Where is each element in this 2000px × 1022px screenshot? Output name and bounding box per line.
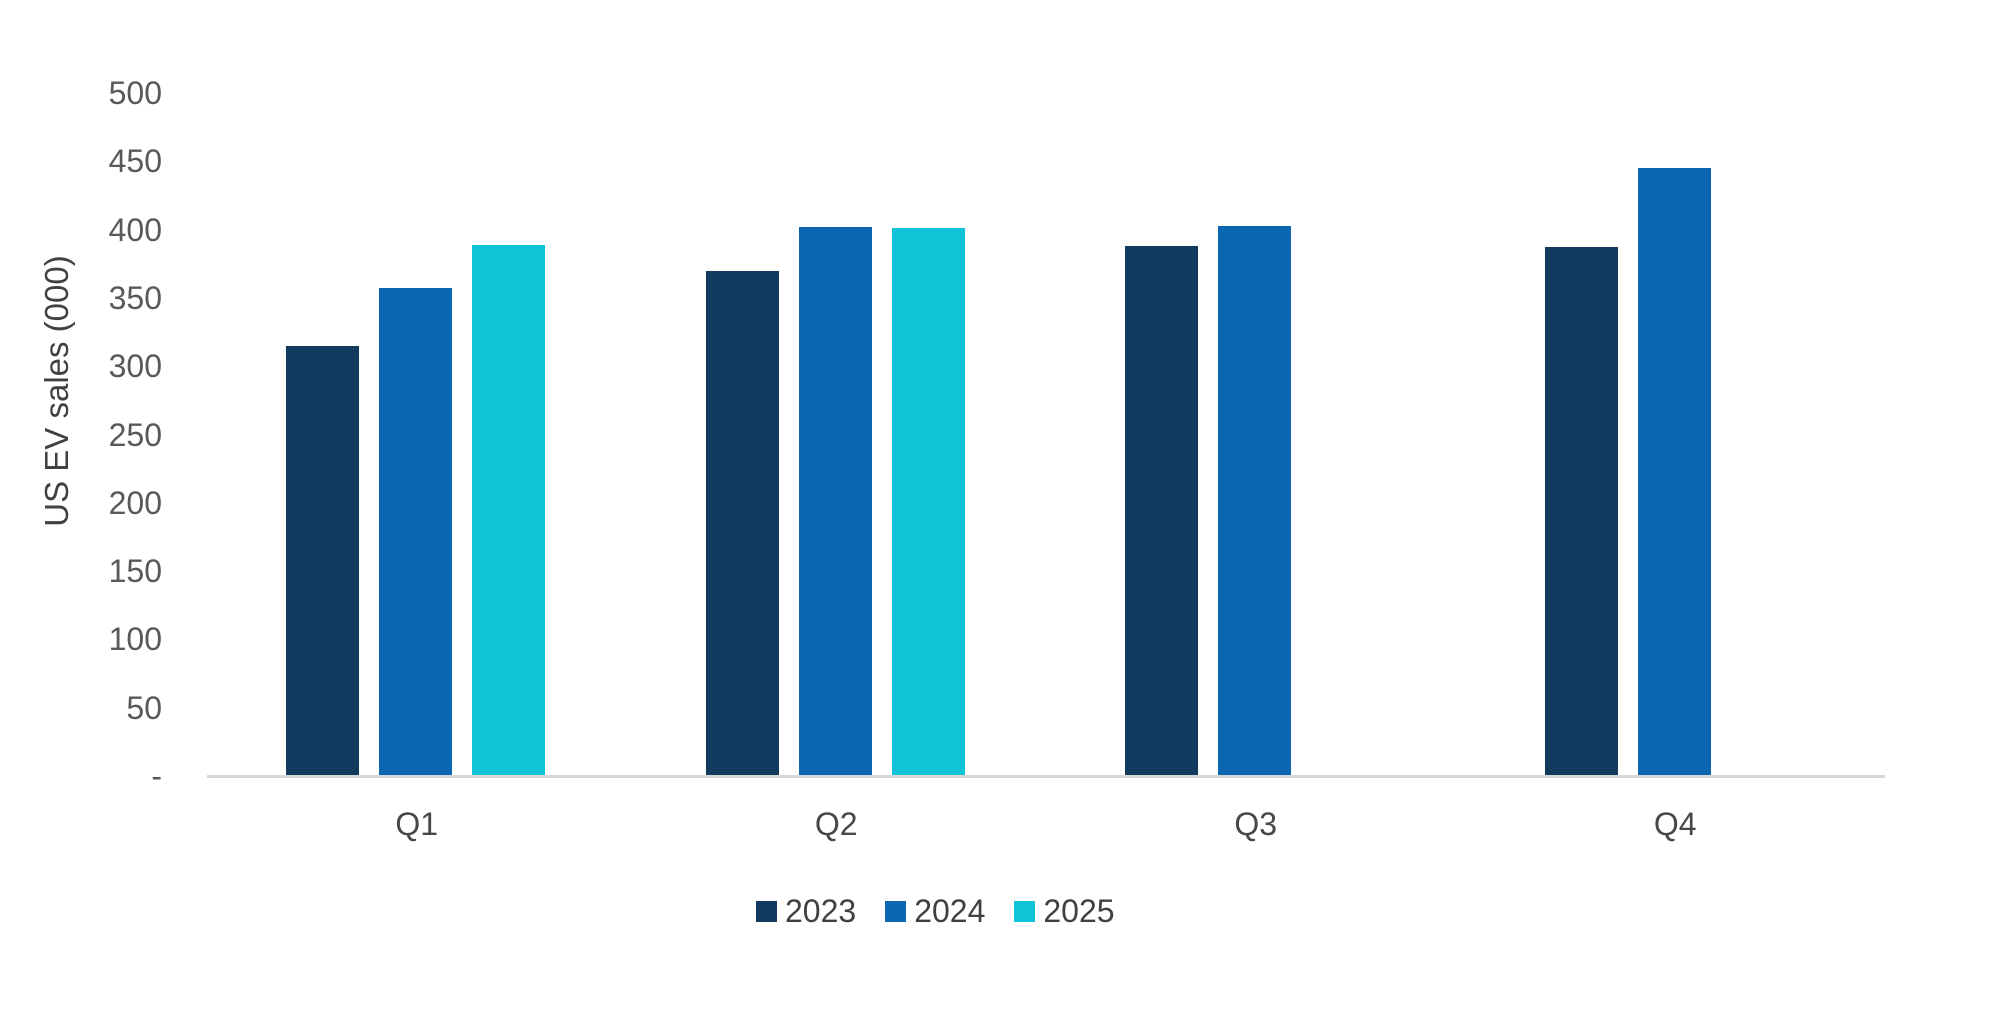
y-tick-label-0: - — [151, 758, 162, 794]
bar-2023-q4 — [1544, 247, 1618, 776]
x-tick-label-q2: Q2 — [814, 806, 858, 842]
legend-item-2025: 2025 — [1014, 893, 1115, 929]
legend-item-2023: 2023 — [756, 893, 856, 929]
y-tick-label-500: 500 — [108, 75, 162, 111]
bar-2024-q3 — [1218, 225, 1291, 776]
bar-2023-q1 — [286, 345, 359, 776]
legend-swatch-icon — [756, 900, 777, 922]
legend-label: 2023 — [785, 893, 857, 929]
legend-label: 2024 — [914, 893, 986, 929]
y-tick-label-350: 350 — [108, 279, 162, 316]
y-tick-label-100: 100 — [108, 621, 162, 658]
x-tick-label-q3: Q3 — [1234, 806, 1278, 842]
bar-2024-q1 — [379, 288, 452, 776]
x-axis-line — [207, 775, 1885, 778]
y-tick-label-400: 400 — [108, 211, 162, 248]
legend-label: 2025 — [1043, 893, 1115, 929]
legend-item-2024: 2024 — [885, 893, 985, 929]
bar-2024-q2 — [798, 226, 872, 776]
y-tick-label-450: 450 — [108, 143, 162, 180]
x-tick-label-q1: Q1 — [395, 806, 439, 842]
bar-2025-q2 — [891, 228, 965, 776]
bar-2024-q4 — [1637, 168, 1711, 776]
y-tick-label-250: 250 — [108, 416, 162, 453]
y-tick-label-200: 200 — [108, 484, 162, 521]
legend: 2023 2024 2025 — [756, 893, 1115, 929]
x-tick-label-q4: Q4 — [1653, 806, 1697, 842]
legend-swatch-icon — [885, 900, 907, 922]
bar-2025-q1 — [472, 244, 545, 776]
y-tick-label-50: 50 — [126, 689, 162, 726]
y-tick-label-150: 150 — [108, 553, 162, 590]
legend-swatch-icon — [1014, 900, 1036, 922]
bar-2023-q2 — [705, 270, 779, 776]
y-tick-label-300: 300 — [108, 348, 162, 385]
bar-2023-q3 — [1125, 245, 1198, 776]
